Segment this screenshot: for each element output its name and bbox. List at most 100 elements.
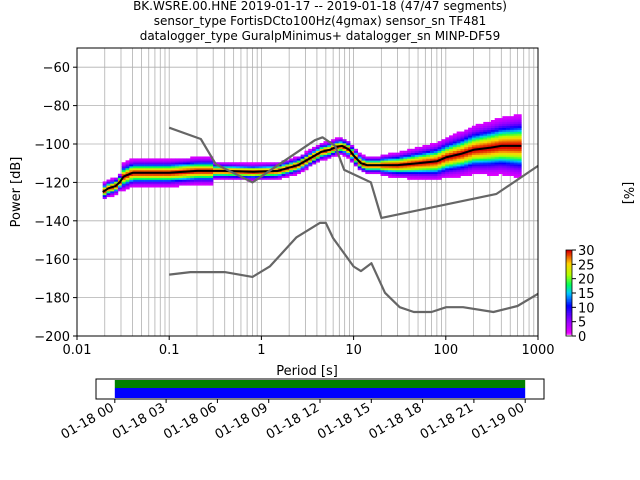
heatmap-cell — [197, 160, 202, 163]
heatmap-cell — [513, 160, 518, 163]
heatmap-cell — [430, 169, 435, 173]
heatmap-cell — [490, 169, 496, 173]
heatmap-cell — [266, 175, 271, 178]
heatmap-cell — [422, 175, 427, 178]
heatmap-cell — [422, 148, 427, 152]
heatmap-cell — [468, 141, 473, 144]
heatmap-cell — [487, 173, 492, 176]
heatmap-cell — [479, 133, 484, 136]
heatmap-cell — [468, 158, 473, 161]
heatmap-cell — [331, 148, 336, 152]
heatmap-cell — [494, 158, 499, 161]
heatmap-cell — [213, 175, 218, 178]
heatmap-cell — [475, 137, 480, 140]
heatmap-cell — [152, 158, 157, 161]
heatmap-cell — [418, 150, 423, 153]
heatmap-cell — [384, 160, 389, 163]
heatmap-cell — [437, 141, 442, 144]
heatmap-cell — [456, 144, 461, 148]
heatmap-cell — [460, 143, 465, 146]
heatmap-cell — [464, 133, 469, 136]
heatmap-cell — [426, 146, 431, 150]
heatmap-cell — [479, 131, 484, 134]
heatmap-cell — [433, 168, 438, 171]
heatmap-cell — [498, 118, 503, 121]
heatmap-cell — [399, 171, 404, 175]
heatmap-cell — [487, 139, 492, 142]
heatmap-cell — [197, 164, 202, 167]
heatmap-cell — [376, 162, 381, 165]
heatmap-cell — [426, 156, 431, 159]
heatmap-cell — [502, 152, 507, 155]
heatmap-cell — [384, 156, 389, 159]
heatmap-cell — [498, 169, 503, 173]
heatmap-cell — [350, 148, 355, 152]
heatmap-cell — [197, 158, 202, 161]
heatmap-cell — [449, 137, 454, 140]
heatmap-cell — [186, 171, 191, 175]
heatmap-cell — [110, 191, 115, 194]
colorbar-cell — [566, 274, 572, 277]
heatmap-cell — [407, 171, 412, 175]
heatmap-cell — [426, 158, 431, 161]
heatmap-cell — [487, 169, 492, 173]
heatmap-cell — [464, 158, 469, 161]
title-line-3: datalogger_type GuralpMinimus+ datalogge… — [140, 29, 501, 43]
heatmap-cell — [239, 164, 244, 167]
y-tick-label: −180 — [34, 292, 70, 307]
heatmap-cell — [365, 162, 370, 165]
heatmap-cell — [490, 152, 496, 155]
colorbar-cell — [566, 271, 572, 274]
heatmap-cell — [494, 150, 499, 153]
heatmap-cell — [513, 125, 518, 128]
heatmap-cell — [144, 164, 149, 167]
heatmap-cell — [471, 166, 476, 169]
heatmap-cell — [178, 179, 183, 182]
heatmap-cell — [391, 158, 397, 161]
heatmap-cell — [213, 171, 218, 175]
heatmap-cell — [243, 171, 248, 175]
heatmap-cell — [479, 160, 484, 163]
heatmap-cell — [449, 168, 454, 171]
heatmap-cell — [498, 154, 503, 157]
heatmap-cell — [136, 162, 142, 165]
heatmap-cell — [517, 139, 522, 142]
heatmap-cell — [319, 146, 324, 150]
heatmap-cell — [262, 166, 267, 169]
x-tick-label: 1 — [257, 343, 265, 358]
heatmap-cell — [437, 175, 442, 178]
heatmap-cell — [194, 179, 199, 182]
heatmap-cell — [422, 164, 427, 167]
heatmap-cell — [148, 164, 153, 167]
heatmap-cell — [449, 160, 454, 163]
heatmap-cell — [285, 173, 290, 176]
heatmap-cell — [121, 189, 126, 192]
heatmap-cell — [155, 160, 161, 163]
heatmap-cell — [517, 123, 522, 127]
heatmap-cell — [487, 127, 492, 130]
heatmap-cell — [155, 175, 161, 178]
heatmap-cell — [140, 175, 145, 178]
heatmap-cell — [498, 146, 503, 150]
heatmap-cell — [414, 146, 419, 150]
heatmap-cell — [468, 166, 473, 169]
heatmap-cell — [190, 166, 195, 169]
heatmap-cell — [509, 139, 515, 142]
heatmap-cell — [133, 164, 138, 167]
heatmap-cell — [471, 144, 476, 148]
heatmap-cell — [437, 171, 442, 175]
heatmap-cell — [273, 177, 279, 180]
heatmap-cell — [129, 162, 134, 165]
heatmap-cell — [201, 175, 206, 178]
heatmap-cell — [479, 156, 484, 159]
heatmap-cell — [509, 156, 515, 159]
heatmap-cell — [121, 183, 126, 186]
heatmap-cell — [494, 160, 499, 163]
heatmap-cell — [209, 183, 214, 186]
heatmap-cell — [159, 164, 164, 167]
heatmap-cell — [289, 158, 294, 161]
heatmap-cell — [304, 150, 309, 153]
heatmap-cell — [490, 131, 496, 134]
heatmap-cell — [304, 152, 309, 155]
heatmap-cell — [152, 160, 157, 163]
